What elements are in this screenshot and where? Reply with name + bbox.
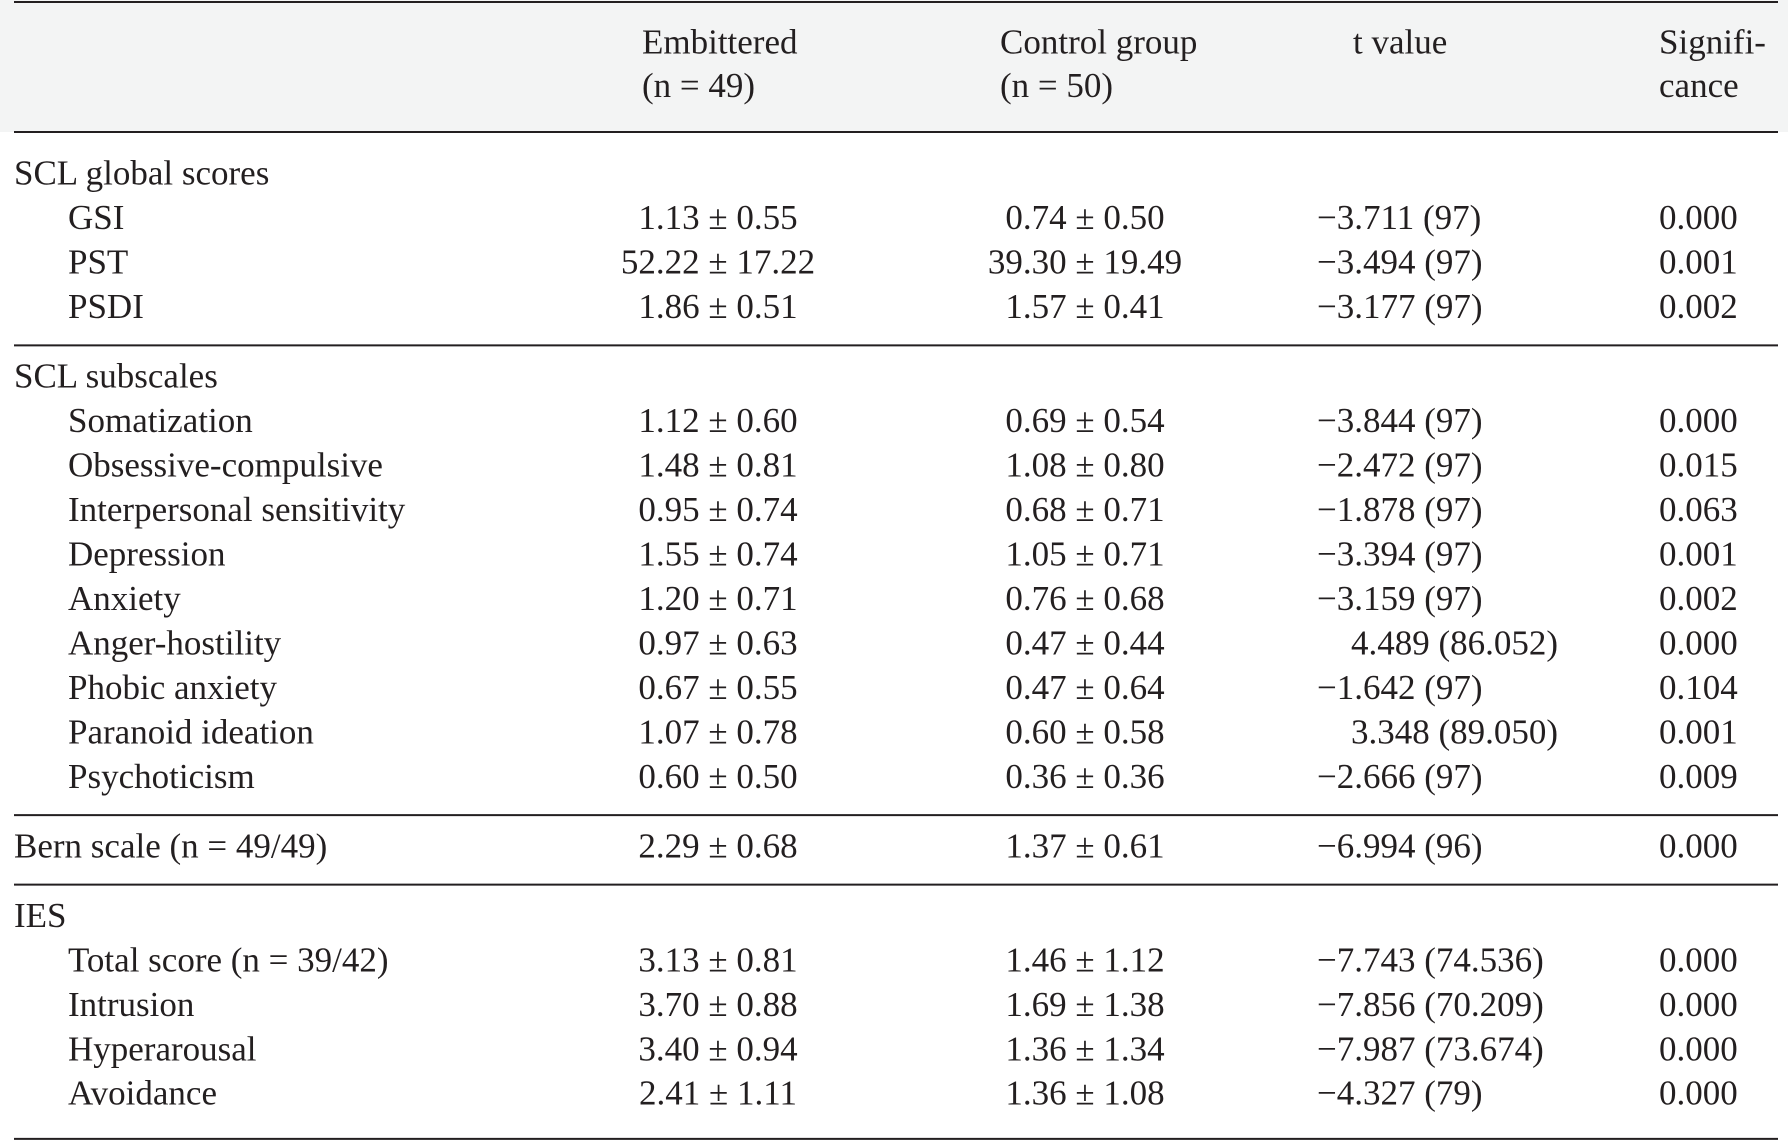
t-value-cell: −1.642 (97): [1317, 668, 1483, 707]
t-value-cell: −3.159 (97): [1317, 579, 1483, 618]
t-value-cell: −2.472 (97): [1317, 446, 1483, 485]
embittered-cell: 2.29 ± 0.68: [638, 826, 797, 865]
control-cell: 0.68 ± 0.71: [1005, 490, 1164, 529]
control-cell: 39.30 ± 19.49: [988, 243, 1182, 282]
significance-cell: 0.000: [1659, 826, 1738, 865]
control-cell: 1.46 ± 1.12: [1005, 940, 1164, 979]
significance-cell: 0.002: [1659, 287, 1738, 326]
row-label: Somatization: [68, 401, 253, 440]
significance-cell: 0.104: [1659, 668, 1738, 707]
significance-cell: 0.000: [1659, 1029, 1738, 1068]
section-title: SCL global scores: [14, 154, 269, 193]
embittered-cell: 1.07 ± 0.78: [638, 712, 797, 751]
significance-cell: 0.000: [1659, 401, 1738, 440]
t-value-cell: −3.494 (97): [1317, 243, 1483, 282]
column-header: Embittered: [642, 23, 798, 62]
row-label: Avoidance: [68, 1074, 217, 1113]
significance-cell: 0.002: [1659, 579, 1738, 618]
t-value-cell: −3.844 (97): [1317, 401, 1483, 440]
embittered-cell: 3.70 ± 0.88: [638, 985, 797, 1024]
significance-cell: 0.000: [1659, 1074, 1738, 1113]
t-value-cell: −3.177 (97): [1317, 287, 1483, 326]
t-value-cell: −7.856 (70.209): [1317, 985, 1544, 1024]
row-label: Phobic anxiety: [68, 668, 277, 707]
significance-cell: 0.000: [1659, 940, 1738, 979]
row-label: Intrusion: [68, 985, 194, 1024]
t-value-cell: −2.666 (97): [1317, 757, 1483, 796]
control-cell: 1.08 ± 0.80: [1005, 446, 1164, 485]
t-value-cell: −3.394 (97): [1317, 534, 1483, 573]
control-cell: 0.69 ± 0.54: [1005, 401, 1164, 440]
significance-cell: 0.009: [1659, 757, 1738, 796]
significance-cell: 0.001: [1659, 712, 1738, 751]
embittered-cell: 52.22 ± 17.22: [621, 243, 815, 282]
embittered-cell: 0.67 ± 0.55: [638, 668, 797, 707]
control-cell: 1.36 ± 1.34: [1005, 1029, 1164, 1068]
control-cell: 0.76 ± 0.68: [1005, 579, 1164, 618]
column-header: Control group: [1000, 23, 1197, 62]
embittered-cell: 1.20 ± 0.71: [638, 579, 797, 618]
t-value-cell: −4.327 (79): [1317, 1074, 1483, 1113]
row-label: PSDI: [68, 287, 144, 326]
row-label: Hyperarousal: [68, 1029, 257, 1068]
t-value-cell: 3.348 (89.050): [1351, 712, 1558, 751]
t-value-cell: −7.743 (74.536): [1317, 940, 1544, 979]
section-title: SCL subscales: [14, 357, 218, 396]
t-value-cell: −1.878 (97): [1317, 490, 1483, 529]
embittered-cell: 3.40 ± 0.94: [638, 1029, 797, 1068]
t-value-cell: 4.489 (86.052): [1351, 623, 1558, 662]
control-cell: 1.05 ± 0.71: [1005, 534, 1164, 573]
control-cell: 0.47 ± 0.64: [1005, 668, 1164, 707]
embittered-cell: 0.97 ± 0.63: [638, 623, 797, 662]
control-cell: 0.60 ± 0.58: [1005, 712, 1164, 751]
significance-cell: 0.063: [1659, 490, 1738, 529]
row-label: Paranoid ideation: [68, 712, 314, 751]
significance-cell: 0.000: [1659, 623, 1738, 662]
row-label: PST: [68, 243, 128, 282]
section-title: IES: [14, 896, 67, 935]
embittered-cell: 0.60 ± 0.50: [638, 757, 797, 796]
row-label: Total score (n = 39/42): [68, 940, 389, 979]
t-value-cell: −6.994 (96): [1317, 826, 1483, 865]
embittered-cell: 3.13 ± 0.81: [638, 940, 797, 979]
embittered-cell: 1.48 ± 0.81: [638, 446, 797, 485]
row-label: GSI: [68, 198, 124, 237]
column-header: cance: [1659, 66, 1739, 105]
control-cell: 0.47 ± 0.44: [1005, 623, 1164, 662]
row-label: Interpersonal sensitivity: [68, 490, 406, 529]
row-label: Anger-hostility: [68, 623, 282, 662]
embittered-cell: 1.13 ± 0.55: [638, 198, 797, 237]
row-label: Bern scale (n = 49/49): [14, 826, 327, 865]
embittered-cell: 0.95 ± 0.74: [638, 490, 797, 529]
significance-cell: 0.001: [1659, 534, 1738, 573]
row-label: Depression: [68, 534, 225, 573]
column-header: t value: [1353, 23, 1447, 62]
control-cell: 1.57 ± 0.41: [1005, 287, 1164, 326]
column-header: (n = 49): [642, 66, 755, 105]
row-label: Obsessive-compulsive: [68, 446, 383, 485]
significance-cell: 0.000: [1659, 198, 1738, 237]
row-label: Anxiety: [68, 579, 181, 618]
header-background: [0, 0, 1788, 132]
t-value-cell: −3.711 (97): [1317, 198, 1481, 237]
control-cell: 1.36 ± 1.08: [1005, 1074, 1164, 1113]
row-label: Psychoticism: [68, 757, 255, 796]
embittered-cell: 2.41 ± 1.11: [639, 1074, 797, 1113]
column-header: Signifi-: [1659, 23, 1766, 62]
embittered-cell: 1.86 ± 0.51: [638, 287, 797, 326]
control-cell: 0.74 ± 0.50: [1005, 198, 1164, 237]
column-header: (n = 50): [1000, 66, 1113, 105]
t-value-cell: −7.987 (73.674): [1317, 1029, 1544, 1068]
control-cell: 1.69 ± 1.38: [1005, 985, 1164, 1024]
embittered-cell: 1.55 ± 0.74: [638, 534, 797, 573]
significance-cell: 0.015: [1659, 446, 1738, 485]
control-cell: 1.37 ± 0.61: [1005, 826, 1164, 865]
significance-cell: 0.001: [1659, 243, 1738, 282]
significance-cell: 0.000: [1659, 985, 1738, 1024]
embittered-cell: 1.12 ± 0.60: [638, 401, 797, 440]
control-cell: 0.36 ± 0.36: [1005, 757, 1164, 796]
